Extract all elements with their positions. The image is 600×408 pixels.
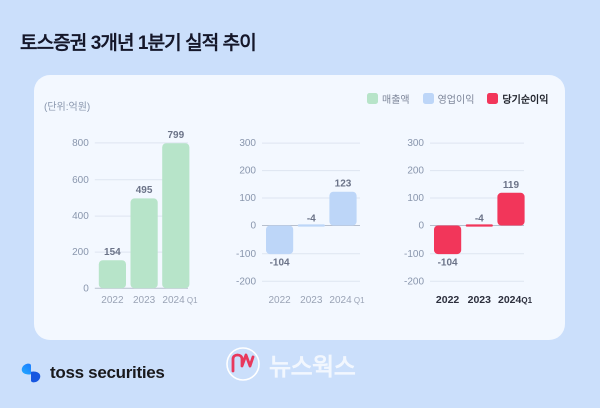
svg-text:2023: 2023 bbox=[300, 295, 323, 306]
svg-text:400: 400 bbox=[72, 211, 89, 222]
svg-text:495: 495 bbox=[136, 185, 153, 196]
svg-text:2022: 2022 bbox=[101, 295, 124, 306]
svg-text:2023: 2023 bbox=[468, 294, 492, 306]
svg-text:2023: 2023 bbox=[133, 295, 156, 306]
svg-text:2024 Q1: 2024 Q1 bbox=[162, 295, 198, 306]
svg-text:800: 800 bbox=[72, 138, 89, 149]
svg-text:0: 0 bbox=[418, 221, 424, 232]
svg-text:123: 123 bbox=[335, 179, 352, 190]
svg-text:2022: 2022 bbox=[268, 295, 291, 306]
svg-text:0: 0 bbox=[250, 221, 256, 232]
svg-text:-100: -100 bbox=[404, 249, 424, 260]
svg-text:100: 100 bbox=[407, 193, 424, 204]
svg-text:799: 799 bbox=[167, 130, 184, 141]
svg-text:-104: -104 bbox=[438, 258, 458, 269]
svg-text:2024 Q1: 2024 Q1 bbox=[329, 295, 365, 306]
svg-text:154: 154 bbox=[104, 247, 121, 258]
svg-text:-4: -4 bbox=[307, 214, 316, 225]
svg-text:300: 300 bbox=[407, 138, 424, 149]
svg-text:200: 200 bbox=[72, 247, 89, 258]
svg-text:200: 200 bbox=[239, 166, 256, 177]
svg-text:2022: 2022 bbox=[436, 294, 460, 306]
svg-text:-100: -100 bbox=[236, 249, 256, 260]
svg-text:119: 119 bbox=[503, 180, 520, 191]
svg-text:-200: -200 bbox=[404, 276, 424, 287]
svg-text:600: 600 bbox=[72, 175, 89, 186]
svg-text:-200: -200 bbox=[236, 276, 256, 287]
svg-text:-104: -104 bbox=[270, 258, 290, 269]
svg-text:200: 200 bbox=[407, 166, 424, 177]
svg-text:100: 100 bbox=[239, 193, 256, 204]
svg-text:-4: -4 bbox=[475, 214, 484, 225]
svg-text:0: 0 bbox=[83, 283, 89, 294]
svg-text:300: 300 bbox=[239, 138, 256, 149]
svg-text:2024Q1: 2024Q1 bbox=[498, 294, 533, 306]
